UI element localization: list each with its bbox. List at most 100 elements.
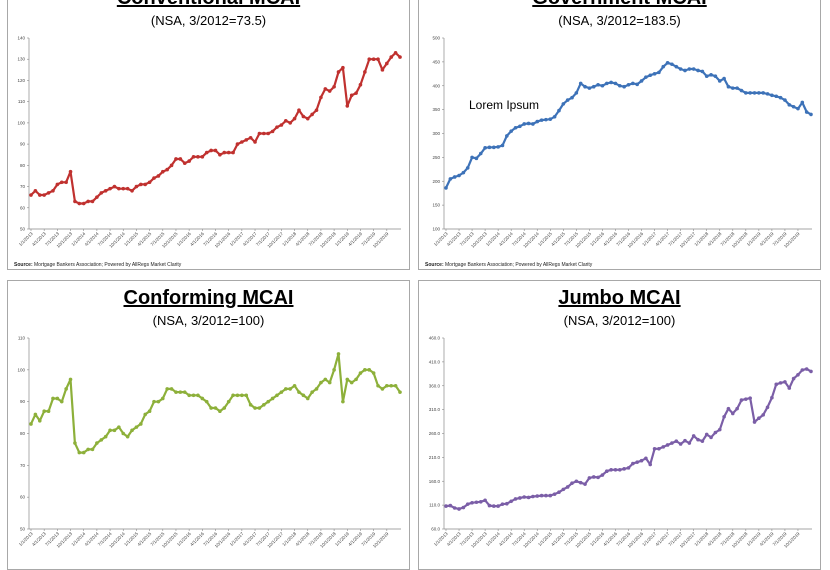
data-point xyxy=(371,57,376,62)
data-point xyxy=(305,116,310,121)
data-point xyxy=(618,83,622,88)
y-tick-label: 200 xyxy=(432,179,440,184)
data-point xyxy=(622,467,626,471)
data-point xyxy=(548,493,553,498)
data-point xyxy=(125,186,130,191)
data-point xyxy=(544,117,548,122)
data-point xyxy=(487,503,492,508)
data-point xyxy=(765,92,770,96)
data-point xyxy=(64,180,68,185)
data-point xyxy=(319,95,323,100)
data-point xyxy=(561,102,566,106)
data-point xyxy=(757,416,761,421)
data-point xyxy=(635,460,639,464)
data-point xyxy=(147,409,152,414)
data-point xyxy=(648,73,653,78)
data-point xyxy=(478,499,483,504)
data-point xyxy=(336,352,341,356)
data-point xyxy=(42,193,46,197)
data-point xyxy=(752,91,757,95)
y-tick-label: 140 xyxy=(17,36,25,41)
data-point xyxy=(196,155,200,159)
data-point xyxy=(557,108,561,113)
data-point xyxy=(37,193,42,197)
data-point xyxy=(761,413,766,417)
data-point xyxy=(691,67,696,71)
data-point xyxy=(678,67,683,71)
data-point xyxy=(535,494,540,498)
y-tick-label: 70 xyxy=(20,463,26,468)
data-point xyxy=(609,467,613,472)
data-point xyxy=(652,72,657,76)
data-point xyxy=(604,469,609,474)
data-point xyxy=(160,169,165,174)
series-line xyxy=(30,352,401,454)
y-tick-label: 150 xyxy=(432,203,440,208)
data-point xyxy=(213,406,218,410)
data-point xyxy=(722,414,726,419)
data-point xyxy=(474,500,479,505)
data-point xyxy=(103,189,108,193)
data-point xyxy=(305,396,310,401)
data-point xyxy=(761,91,766,95)
data-point xyxy=(644,456,648,461)
data-point xyxy=(548,117,553,121)
data-point xyxy=(613,467,618,472)
data-point xyxy=(77,201,82,206)
data-point xyxy=(809,112,813,117)
data-point xyxy=(709,72,713,77)
data-point xyxy=(99,438,104,442)
data-point xyxy=(231,393,235,398)
data-point xyxy=(385,61,389,66)
y-tick-label: 250 xyxy=(432,155,440,160)
data-point xyxy=(174,390,178,394)
data-point xyxy=(283,387,288,391)
data-point xyxy=(134,184,139,189)
data-point xyxy=(613,81,618,86)
chart-title: Conventional MCAI xyxy=(8,0,409,10)
data-point xyxy=(787,386,792,390)
series-line xyxy=(445,367,812,510)
data-point xyxy=(77,450,82,455)
data-point xyxy=(33,189,38,193)
data-point xyxy=(86,447,90,452)
data-point xyxy=(358,82,363,87)
data-point xyxy=(700,69,705,74)
data-point xyxy=(509,499,513,504)
data-point xyxy=(444,504,448,508)
data-point xyxy=(349,380,354,385)
data-point xyxy=(496,145,500,149)
data-point xyxy=(670,62,674,67)
data-point xyxy=(244,138,249,142)
data-point xyxy=(121,186,126,191)
data-point xyxy=(314,108,319,112)
data-point xyxy=(526,121,531,126)
data-point xyxy=(292,116,297,121)
data-point xyxy=(332,368,336,372)
data-point xyxy=(266,131,271,136)
data-point xyxy=(683,68,687,73)
data-point xyxy=(51,189,55,193)
data-point xyxy=(323,87,328,91)
data-point xyxy=(187,159,191,163)
y-tick-label: 60.0 xyxy=(431,527,440,532)
data-point xyxy=(103,434,108,439)
data-point xyxy=(639,79,644,83)
data-point xyxy=(90,447,95,452)
data-point xyxy=(487,145,492,150)
data-point xyxy=(95,195,99,199)
data-point xyxy=(125,434,130,439)
data-point xyxy=(81,201,86,206)
data-point xyxy=(156,174,161,178)
data-point xyxy=(297,108,301,112)
data-point xyxy=(730,411,735,416)
data-point xyxy=(491,504,496,508)
data-point xyxy=(121,431,126,436)
data-point xyxy=(687,67,692,71)
data-point xyxy=(345,377,350,382)
data-point xyxy=(385,383,389,388)
data-point xyxy=(483,498,487,503)
data-point xyxy=(99,191,104,195)
chart-subtitle: (NSA, 3/2012=183.5) xyxy=(558,13,681,28)
data-point xyxy=(465,166,470,170)
